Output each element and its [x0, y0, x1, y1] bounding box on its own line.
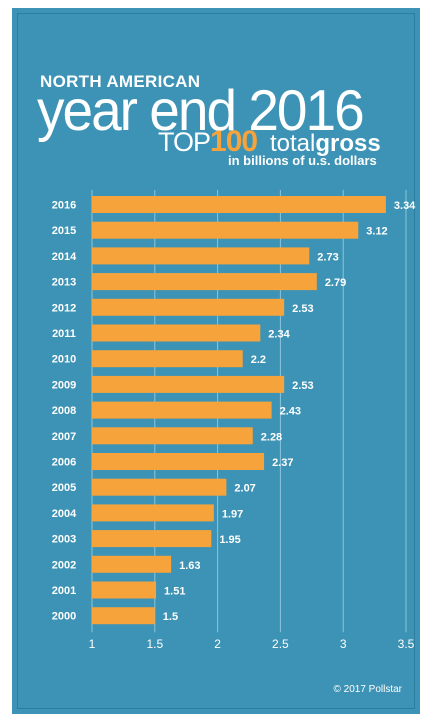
value-label: 2.07 — [234, 483, 255, 495]
category-label: 2013 — [52, 277, 76, 289]
value-label: 2.37 — [272, 457, 293, 469]
bar — [92, 350, 243, 368]
header-total-gross: totalgross — [270, 130, 381, 158]
bar — [92, 504, 214, 522]
chart-subtitle: in billions of u.s. dollars — [228, 153, 377, 168]
value-label: 1.97 — [222, 508, 243, 520]
x-tick-label: 2 — [214, 637, 221, 651]
header-region: NORTH AMERICAN — [40, 72, 201, 91]
category-label: 2000 — [52, 611, 76, 623]
x-tick-label: 1 — [89, 637, 96, 651]
category-label: 2005 — [52, 482, 76, 494]
category-label: 2014 — [52, 251, 77, 263]
bar — [92, 427, 253, 445]
value-label: 3.12 — [366, 226, 387, 238]
x-tick-label: 2.5 — [272, 637, 289, 651]
panel-frame — [17, 13, 415, 709]
category-label: 2008 — [52, 405, 76, 417]
bar — [92, 298, 285, 316]
bar — [92, 273, 317, 291]
total-word: total — [270, 130, 316, 157]
category-label: 2009 — [52, 379, 76, 391]
x-tick-label: 1.5 — [146, 637, 163, 651]
header-top100: TOP100 — [158, 125, 258, 159]
category-label: 2007 — [52, 431, 76, 443]
value-label: 3.34 — [394, 200, 416, 212]
bar — [92, 530, 212, 548]
bar — [92, 453, 265, 470]
top-number: 100 — [210, 125, 258, 158]
gross-word: gross — [315, 130, 381, 157]
category-label: 2003 — [52, 534, 76, 546]
category-label: 2002 — [52, 559, 76, 571]
copyright-text: © 2017 Pollstar — [333, 684, 402, 695]
bar — [92, 581, 157, 599]
value-label: 2.53 — [292, 380, 313, 392]
x-tick-label: 3 — [340, 637, 347, 651]
value-label: 2.53 — [292, 303, 313, 315]
category-label: 2010 — [52, 354, 76, 366]
bars — [92, 196, 386, 625]
category-label: 2015 — [52, 225, 76, 237]
category-label: 2012 — [52, 302, 76, 314]
category-label: 2001 — [52, 585, 76, 597]
bar — [92, 478, 227, 496]
category-label: 2016 — [52, 200, 76, 212]
category-label: 2004 — [52, 508, 77, 520]
category-label: 2011 — [52, 328, 76, 340]
value-label: 2.2 — [251, 354, 266, 366]
value-label: 2.43 — [280, 406, 301, 418]
value-label: 2.73 — [317, 251, 338, 263]
value-label: 2.34 — [268, 329, 290, 341]
header-year-end: year end 2016 — [37, 77, 365, 143]
value-label: 1.51 — [164, 586, 185, 598]
bar — [92, 375, 285, 393]
bar — [92, 401, 272, 419]
value-label: 2.79 — [325, 277, 346, 289]
value-label: 1.63 — [179, 560, 200, 572]
bar — [92, 555, 172, 573]
bar — [92, 196, 386, 213]
value-label: 1.95 — [219, 534, 240, 546]
bar — [92, 221, 359, 239]
value-label: 1.5 — [163, 611, 178, 623]
top-prefix: TOP — [158, 127, 211, 157]
bar — [92, 247, 310, 265]
bar — [92, 607, 155, 625]
bar — [92, 324, 261, 342]
category-label: 2006 — [52, 457, 76, 469]
x-tick-label: 3.5 — [398, 637, 415, 651]
value-label: 2.28 — [261, 431, 282, 443]
